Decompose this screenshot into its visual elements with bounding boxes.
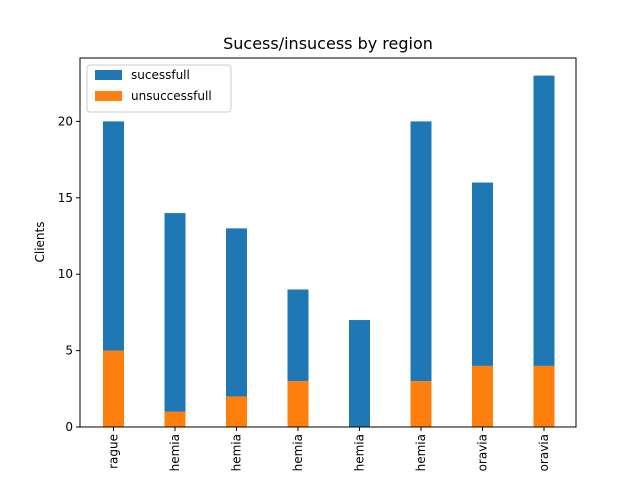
legend-swatch-unsuccessfull (95, 91, 122, 101)
bar-unsuccessfull-5 (410, 381, 432, 427)
legend-box (86, 64, 232, 113)
bar-sucessfull-4 (349, 320, 370, 427)
x-tick-label: oravia (537, 434, 551, 471)
bar-sucessfull-0 (103, 121, 124, 351)
bar-unsuccessfull-7 (533, 365, 555, 427)
bar-unsuccessfull-1 (164, 411, 186, 427)
bar-sucessfull-1 (164, 213, 186, 412)
y-tick-label: 0 (65, 420, 73, 434)
x-tick-label: hemia (168, 434, 182, 471)
bar-sucessfull-3 (287, 289, 309, 382)
y-tick-label: 15 (58, 191, 73, 205)
legend-swatch-sucessfull (95, 70, 122, 80)
x-tick-label: hemia (230, 434, 244, 471)
legend-label-sucessfull: sucessfull (131, 68, 190, 82)
y-axis-label: Clients (33, 222, 47, 263)
bar-unsuccessfull-3 (287, 381, 309, 427)
x-tick-label: oravia (476, 434, 490, 471)
y-tick-label: 5 (65, 344, 73, 358)
x-tick-label: rague (107, 434, 121, 469)
plot-frame (79, 57, 577, 428)
bar-sucessfull-7 (533, 75, 555, 366)
bar-unsuccessfull-6 (472, 365, 493, 427)
y-tick-label: 10 (58, 267, 73, 281)
bar-sucessfull-5 (410, 121, 432, 382)
bar-sucessfull-2 (226, 228, 247, 397)
y-axis-ticks: 0 5 10 15 20 (58, 114, 80, 434)
x-tick-label: hemia (414, 434, 428, 471)
y-tick-label: 20 (58, 114, 73, 128)
legend: sucessfull unsuccessfull (86, 64, 232, 113)
x-tick-label: hemia (291, 434, 305, 471)
bar-sucessfull-6 (472, 182, 493, 366)
bars-group (103, 75, 555, 427)
x-tick-label: hemia (353, 434, 367, 471)
bar-unsuccessfull-0 (103, 350, 124, 427)
bar-unsuccessfull-2 (226, 396, 247, 427)
x-axis-ticks: rague hemia hemia hemia hemia hemia oravia orav… (107, 427, 551, 471)
legend-label-unsuccessfull: unsuccessfull (131, 89, 212, 103)
chart-title: Sucess/insucess by region (223, 34, 433, 53)
